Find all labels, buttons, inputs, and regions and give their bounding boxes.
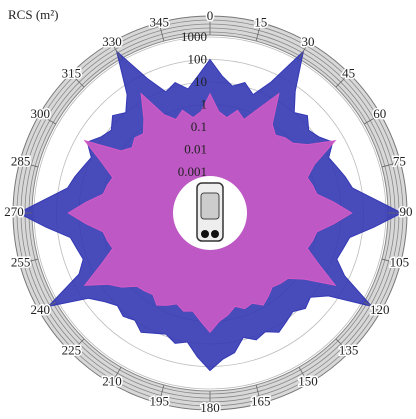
angle-tick-label: 60 xyxy=(373,106,386,121)
vehicle-wheel xyxy=(201,230,209,238)
vehicle-wheel xyxy=(211,230,219,238)
angle-tick xyxy=(70,73,85,88)
angle-tick-label: 345 xyxy=(150,15,170,30)
r-tick-label: 0.01 xyxy=(184,141,207,156)
vehicle-cabin xyxy=(200,192,220,220)
angle-tick-label: 315 xyxy=(62,65,82,80)
angle-tick-label: 0 xyxy=(207,8,214,23)
angle-tick xyxy=(19,161,39,168)
chart-title: RCS (m²) xyxy=(8,7,59,22)
angle-tick-label: 75 xyxy=(393,153,406,168)
angle-tick xyxy=(111,366,122,384)
angle-tick-label: 15 xyxy=(254,15,267,30)
r-tick-label: 1 xyxy=(201,96,208,111)
angle-tick xyxy=(363,114,381,125)
angle-tick-label: 270 xyxy=(4,204,24,219)
angle-tick-label: 330 xyxy=(102,34,122,49)
angle-tick xyxy=(111,42,122,60)
angle-tick-label: 180 xyxy=(200,400,220,415)
angle-tick xyxy=(363,301,381,312)
angle-tick xyxy=(381,258,401,265)
angle-tick-label: 90 xyxy=(400,204,413,219)
r-tick-label: 0.1 xyxy=(191,119,207,134)
angle-tick xyxy=(19,258,39,265)
r-tick-label: 0.001 xyxy=(178,164,207,179)
angle-tick xyxy=(255,384,262,404)
angle-tick-label: 120 xyxy=(370,302,390,317)
angle-tick-label: 300 xyxy=(31,106,51,121)
r-tick-label: 10 xyxy=(194,74,207,89)
r-tick-label: 100 xyxy=(188,51,208,66)
angle-tick-label: 285 xyxy=(11,153,31,168)
angle-tick-label: 135 xyxy=(339,343,359,358)
r-tick-label: 1000 xyxy=(181,29,207,44)
angle-tick-label: 240 xyxy=(31,302,51,317)
angle-tick xyxy=(39,114,57,125)
angle-tick-label: 30 xyxy=(302,34,315,49)
angle-tick-label: 255 xyxy=(11,255,31,270)
angle-tick xyxy=(381,161,401,168)
angle-tick xyxy=(298,42,309,60)
angle-tick-label: 165 xyxy=(251,393,271,408)
angle-tick-label: 195 xyxy=(150,393,170,408)
angle-tick xyxy=(335,338,350,353)
angle-tick-label: 225 xyxy=(62,343,82,358)
angle-tick xyxy=(158,384,165,404)
angle-tick xyxy=(298,366,309,384)
angle-tick xyxy=(70,338,85,353)
angle-tick-label: 45 xyxy=(342,65,355,80)
angle-tick-label: 150 xyxy=(298,374,318,389)
angle-tick-label: 105 xyxy=(390,255,410,270)
angle-tick xyxy=(39,301,57,312)
angle-tick xyxy=(255,22,262,42)
angle-tick xyxy=(158,22,165,42)
angle-tick-label: 210 xyxy=(102,374,122,389)
angle-tick xyxy=(335,73,350,88)
